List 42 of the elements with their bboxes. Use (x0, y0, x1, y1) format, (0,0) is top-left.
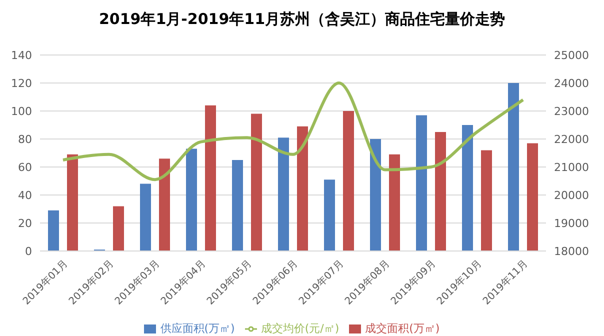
bar (389, 154, 400, 251)
y2-tick-label: 19000 (554, 216, 589, 230)
legend-label: 供应面积(万㎡) (160, 322, 235, 335)
y2-tick-label: 23000 (554, 104, 589, 118)
bar (416, 115, 427, 251)
bar (113, 206, 124, 251)
bar (159, 158, 170, 251)
bar (48, 210, 59, 251)
y-tick-label: 60 (18, 160, 32, 174)
y-tick-label: 20 (18, 216, 32, 230)
legend-label: 成交均价(元/㎡) (260, 322, 340, 335)
y-tick-label: 100 (11, 104, 32, 118)
bar (67, 154, 78, 251)
y-tick-label: 0 (25, 244, 32, 258)
bar (508, 83, 519, 251)
bar (481, 150, 492, 251)
bar (278, 138, 289, 251)
bar (324, 180, 335, 251)
bar (527, 143, 538, 251)
y2-tick-label: 20000 (554, 188, 589, 202)
bar (343, 111, 354, 251)
y2-tick-label: 21000 (554, 160, 589, 174)
chart-title: 2019年1月-2019年11月苏州（含吴江）商品住宅量价走势 (98, 9, 506, 30)
bar (435, 132, 446, 251)
line-series (62, 82, 524, 182)
bar (186, 148, 197, 251)
bar (232, 160, 243, 251)
y-tick-label: 80 (18, 132, 32, 146)
bar (462, 125, 473, 251)
bar (251, 114, 262, 251)
y-tick-label: 40 (18, 188, 32, 202)
legend-label: 成交面积(万㎡) (365, 322, 440, 335)
y2-tick-label: 25000 (554, 48, 589, 62)
bar (205, 105, 216, 251)
bar (140, 184, 151, 251)
y2-tick-label: 24000 (554, 76, 589, 90)
y-tick-label: 120 (11, 76, 32, 90)
y2-tick-label: 22000 (554, 132, 589, 146)
bar (297, 126, 308, 251)
y-tick-label: 140 (11, 48, 32, 62)
y2-tick-label: 18000 (554, 244, 589, 258)
bar (370, 139, 381, 251)
